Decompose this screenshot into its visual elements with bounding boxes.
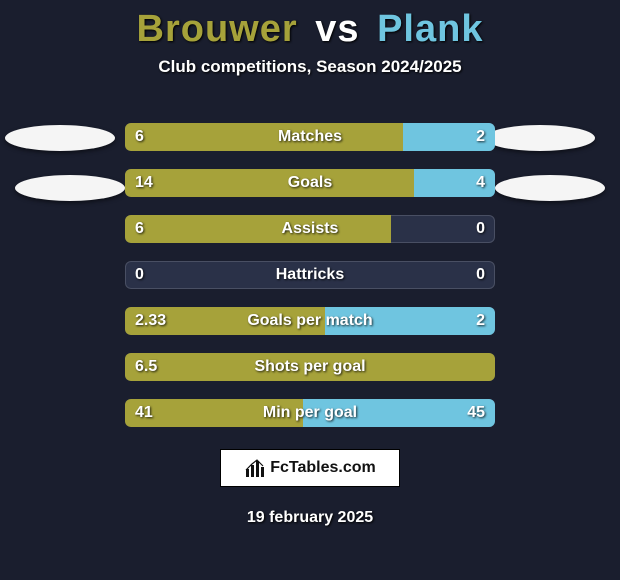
player2-logo-placeholder-1 xyxy=(485,125,595,151)
fctables-logo: FcTables.com xyxy=(220,449,400,487)
stat-row: Assists6 0 xyxy=(125,215,495,243)
player1-logo-placeholder-2 xyxy=(15,175,125,201)
player2-name: Plank xyxy=(377,8,483,50)
player1-name: Brouwer xyxy=(137,8,298,50)
stat-label: Matches xyxy=(125,123,495,151)
stat-row: Goals14 4 xyxy=(125,169,495,197)
stat-value-left: 0 xyxy=(125,261,154,289)
page-title: Brouwer vs Plank xyxy=(0,0,620,51)
stat-row: Min per goal41 45 xyxy=(125,399,495,427)
stat-row: Matches6 2 xyxy=(125,123,495,151)
bar-chart-icon xyxy=(244,457,266,479)
comparison-chart: Matches62Goals144Assists60Hattricks00Goa… xyxy=(0,123,620,427)
stat-value-right: 4 xyxy=(466,169,495,197)
stat-value-left: 2.33 xyxy=(125,307,176,335)
stat-value-right: 45 xyxy=(457,399,495,427)
stat-value-left: 6.5 xyxy=(125,353,167,381)
stat-value-right: 2 xyxy=(466,307,495,335)
stat-value-right xyxy=(475,353,495,381)
footer-date: 19 february 2025 xyxy=(0,509,620,527)
stat-label: Goals per match xyxy=(125,307,495,335)
stat-value-left: 14 xyxy=(125,169,163,197)
footer-logo-text: FcTables.com xyxy=(270,459,376,477)
stat-value-right: 0 xyxy=(466,261,495,289)
stat-label: Goals xyxy=(125,169,495,197)
stat-row: Goals per match2.33 2 xyxy=(125,307,495,335)
stat-label: Hattricks xyxy=(125,261,495,289)
subtitle: Club competitions, Season 2024/2025 xyxy=(0,57,620,77)
stat-value-right: 0 xyxy=(466,215,495,243)
player1-logo-placeholder-1 xyxy=(5,125,115,151)
stat-label: Assists xyxy=(125,215,495,243)
stat-value-left: 6 xyxy=(125,215,154,243)
stat-row: Hattricks0 0 xyxy=(125,261,495,289)
stat-label: Min per goal xyxy=(125,399,495,427)
vs-text: vs xyxy=(315,8,359,50)
stat-label: Shots per goal xyxy=(125,353,495,381)
stat-row: Shots per goal6.5 xyxy=(125,353,495,381)
stat-value-right: 2 xyxy=(466,123,495,151)
player2-logo-placeholder-2 xyxy=(495,175,605,201)
stat-value-left: 6 xyxy=(125,123,154,151)
stat-value-left: 41 xyxy=(125,399,163,427)
